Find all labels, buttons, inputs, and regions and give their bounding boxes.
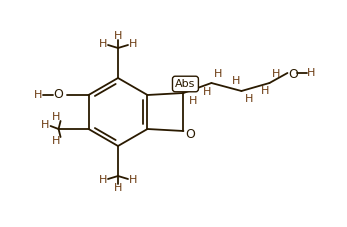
Text: H: H — [232, 76, 240, 86]
Text: H: H — [52, 112, 61, 122]
Text: H: H — [245, 94, 254, 104]
Text: H: H — [129, 39, 137, 49]
Text: H: H — [129, 175, 137, 185]
Text: H: H — [41, 120, 50, 130]
Text: H: H — [189, 96, 198, 106]
Text: H: H — [114, 31, 122, 41]
Text: H: H — [203, 87, 212, 97]
Text: Abs: Abs — [175, 79, 196, 89]
Text: H: H — [52, 136, 61, 146]
Text: O: O — [54, 87, 64, 101]
Text: H: H — [34, 90, 43, 100]
Text: H: H — [261, 86, 270, 96]
Text: H: H — [272, 69, 281, 79]
Text: H: H — [99, 39, 107, 49]
Text: H: H — [114, 183, 122, 193]
Text: H: H — [214, 69, 223, 79]
Text: O: O — [288, 67, 298, 81]
Text: H: H — [307, 68, 316, 78]
Text: O: O — [186, 128, 195, 141]
Text: H: H — [99, 175, 107, 185]
